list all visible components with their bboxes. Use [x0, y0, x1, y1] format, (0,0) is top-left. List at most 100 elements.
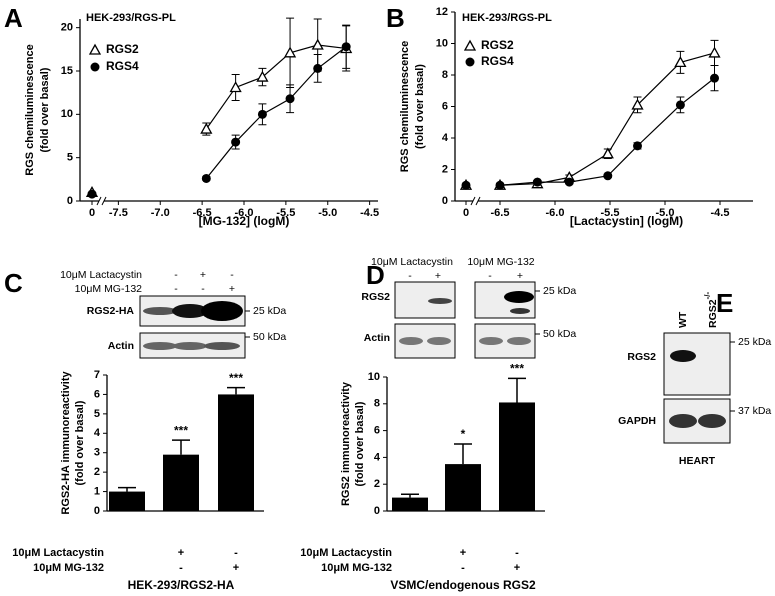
- x-tick-label: -4.5: [711, 207, 730, 219]
- x-tick-label: -6.0: [546, 207, 565, 219]
- x-tick-label: -6.5: [193, 207, 212, 219]
- treatment-mark: +: [514, 562, 520, 574]
- treatment-mark: +: [435, 270, 441, 282]
- x-axis-label: HEK-293/RGS2-HA: [128, 578, 235, 592]
- x-tick-label: 0: [89, 207, 95, 219]
- panel-letter: D: [366, 260, 385, 290]
- band: [204, 342, 240, 350]
- bar: [163, 454, 199, 511]
- row-label: Actin: [108, 340, 134, 352]
- band: [173, 342, 207, 350]
- point: [87, 189, 97, 199]
- band: [143, 342, 177, 350]
- y-tick-label: 12: [436, 6, 448, 18]
- y-tick-label: 0: [67, 195, 73, 207]
- y-tick-label: 0: [442, 195, 448, 207]
- legend-label: RGS2: [481, 38, 514, 52]
- subtitle: HEK-293/RGS-PL: [86, 12, 176, 24]
- y-tick-label: 0: [94, 505, 100, 517]
- point: [601, 147, 614, 159]
- treatment-mark: -: [408, 270, 412, 282]
- panel-letter: B: [386, 3, 405, 33]
- point: [633, 141, 642, 151]
- treatment-label: 10μM MG-132: [467, 256, 534, 268]
- point: [229, 81, 242, 93]
- y-tick-label: 5: [67, 152, 73, 164]
- significance: ***: [229, 371, 243, 385]
- y-tick-label: 3: [94, 447, 100, 459]
- point: [461, 180, 471, 190]
- y-tick-label: 10: [368, 371, 380, 383]
- treatment-label: 10μM MG-132: [75, 283, 142, 295]
- significance: ***: [510, 362, 524, 376]
- y-tick-label: 1: [94, 485, 100, 497]
- y-tick-label: 20: [61, 22, 73, 34]
- treatment-mark: -: [179, 562, 183, 574]
- x-tick-label: -4.5: [360, 207, 379, 219]
- y-tick-label: 2: [442, 163, 448, 175]
- point: [564, 177, 574, 187]
- band: [143, 307, 177, 315]
- axis-break: [101, 196, 107, 206]
- point: [283, 46, 297, 58]
- x-axis-label: VSMC/endogenous RGS2: [390, 578, 536, 592]
- y-tick-label: 10: [61, 108, 73, 120]
- legend-marker: [88, 43, 102, 55]
- significance: *: [461, 427, 466, 441]
- panel-letter: E: [716, 288, 733, 318]
- band: [479, 337, 503, 345]
- y-tick-label: 15: [61, 65, 73, 77]
- treatment-label: 10μM Lactacystin: [12, 547, 104, 559]
- row-label: RGS2: [361, 291, 390, 303]
- bar: [392, 497, 428, 511]
- marker-label: 37 kDa: [738, 405, 771, 417]
- legend-marker: [465, 57, 475, 67]
- band: [504, 291, 534, 303]
- marker-label: 25 kDa: [543, 285, 576, 297]
- treatment-mark: -: [488, 270, 492, 282]
- y-tick-label: 0: [374, 505, 380, 517]
- treatment-mark: +: [233, 562, 239, 574]
- x-tick-label: 0: [463, 207, 469, 219]
- point: [285, 94, 295, 104]
- error-bar: [118, 486, 136, 492]
- treatment-mark: +: [460, 547, 466, 559]
- y-axis-label: RGS chemiluminescence: [24, 44, 36, 175]
- treatment-mark: -: [461, 562, 465, 574]
- error-bar: [227, 386, 245, 395]
- y-axis-label: RGS2-HA immunoreactivity: [60, 371, 72, 515]
- band: [698, 414, 726, 428]
- y-axis-label: RGS chemiluminescence: [399, 41, 411, 172]
- error-bar: [172, 439, 190, 455]
- series-line: [205, 44, 347, 130]
- band: [669, 414, 697, 428]
- point: [341, 42, 351, 52]
- point: [201, 173, 211, 183]
- treatment-mark: -: [234, 547, 238, 559]
- x-tick-label: -7.5: [109, 207, 128, 219]
- y-tick-label: 8: [374, 398, 380, 410]
- y-tick-label: 10: [436, 37, 448, 49]
- y-tick-label: 6: [374, 425, 380, 437]
- x-tick-label: -6.0: [235, 207, 254, 219]
- point: [631, 98, 644, 110]
- lane-label-main: RGS2: [707, 299, 719, 328]
- y-tick-label: 7: [94, 369, 100, 381]
- bar: [445, 464, 481, 511]
- marker-label: 50 kDa: [253, 331, 286, 343]
- y-axis-label: (fold over basal): [74, 400, 86, 485]
- marker-label: 50 kDa: [543, 328, 576, 340]
- band: [399, 337, 423, 345]
- legend-label: RGS2: [106, 42, 139, 56]
- band: [510, 308, 530, 314]
- treatment-mark: +: [200, 269, 206, 281]
- axis-break: [470, 196, 476, 206]
- subtitle: HEK-293/RGS-PL: [462, 12, 552, 24]
- band: [670, 350, 696, 362]
- marker-label: 25 kDa: [253, 305, 286, 317]
- tissue-label: HEART: [679, 455, 716, 467]
- panel-letter: C: [4, 268, 23, 298]
- error-bar: [508, 377, 526, 403]
- x-tick-label: -5.5: [601, 207, 620, 219]
- y-tick-label: 4: [374, 451, 381, 463]
